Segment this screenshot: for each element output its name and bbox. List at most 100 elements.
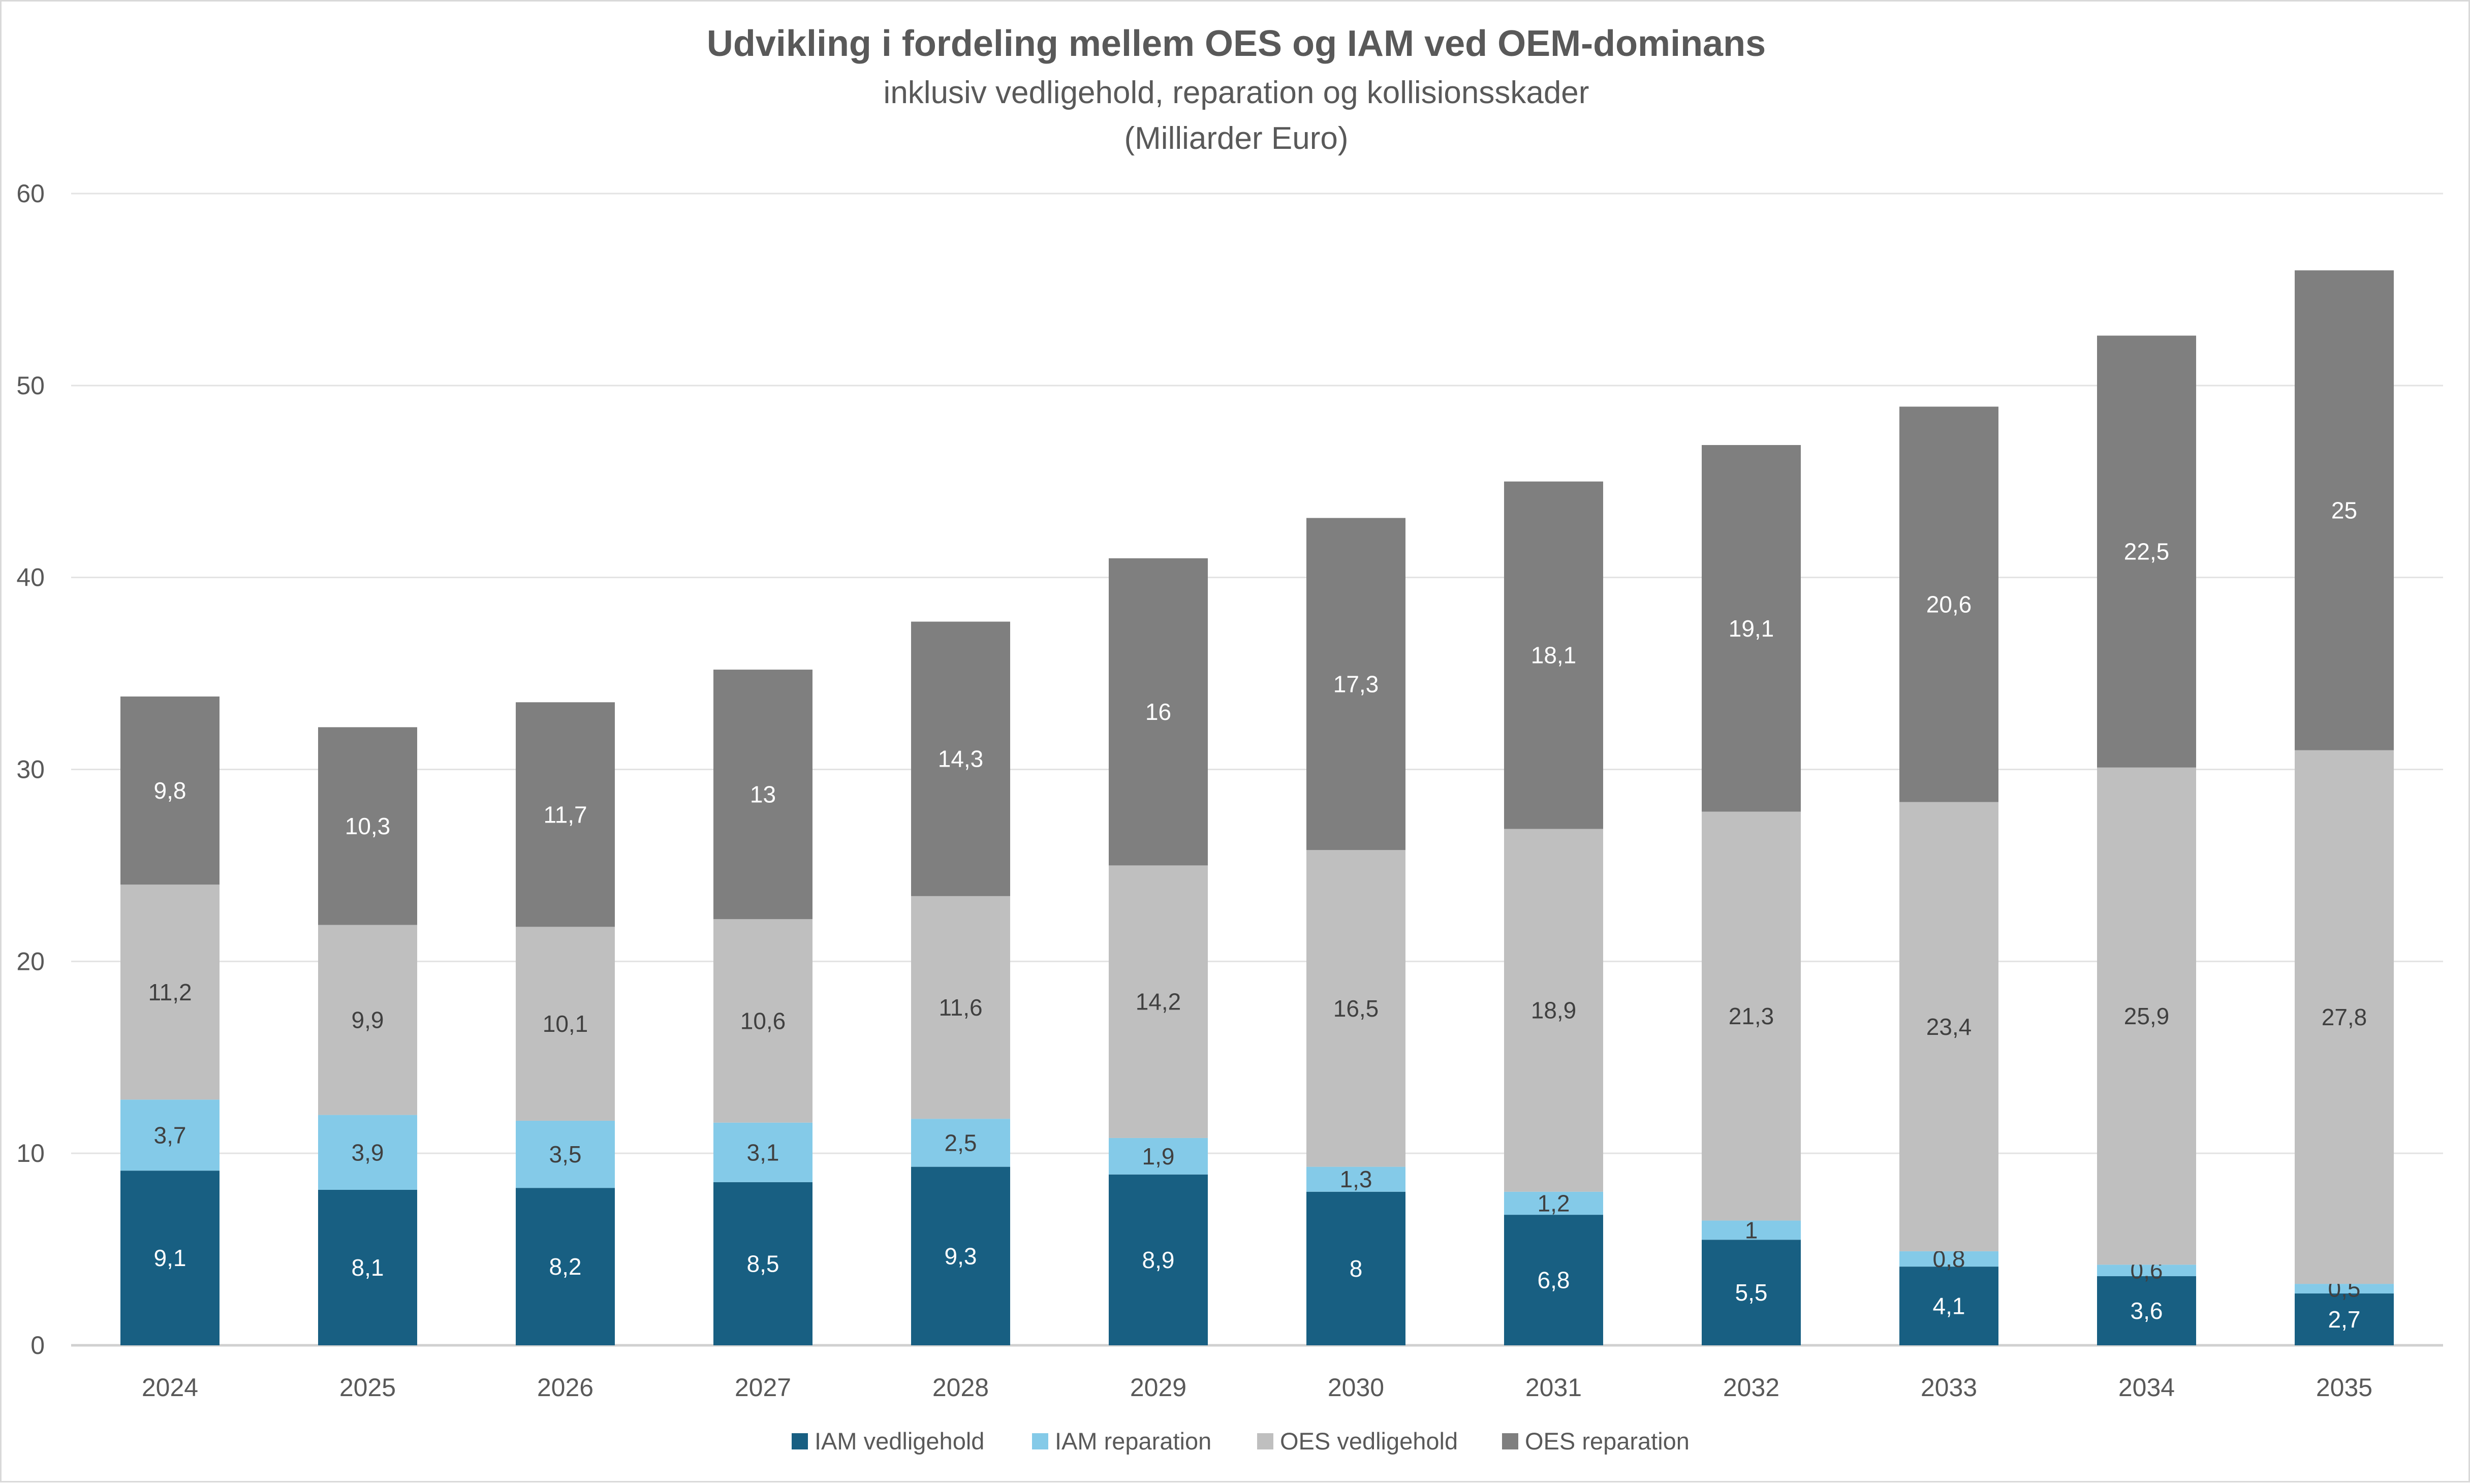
data-label: 27,8	[2322, 1004, 2367, 1030]
y-tick-label: 30	[16, 755, 45, 784]
bars: 9,13,711,29,88,13,99,910,38,23,510,111,7…	[120, 270, 2394, 1345]
bar-segment	[1504, 481, 1603, 829]
data-label: 13	[750, 781, 776, 808]
bar-segment	[2097, 335, 2196, 768]
data-label: 3,6	[2131, 1298, 2163, 1324]
bar-segment	[318, 1189, 417, 1345]
data-label: 8,5	[747, 1250, 779, 1277]
bar-segment	[911, 1119, 1010, 1167]
bar-segment	[713, 919, 812, 1123]
bar-segment	[1702, 1220, 1801, 1240]
data-label: 16,5	[1333, 995, 1379, 1022]
bar-segment	[1306, 518, 1405, 850]
x-tick-label: 2033	[1921, 1373, 1977, 1402]
x-tick-label: 2035	[2316, 1373, 2372, 1402]
legend-label: IAM reparation	[1055, 1428, 1211, 1455]
bar-segment	[1306, 1191, 1405, 1345]
data-label: 10,6	[740, 1007, 786, 1034]
bar-segment	[120, 696, 220, 885]
legend-swatch	[792, 1433, 808, 1449]
data-label: 11,6	[939, 994, 982, 1021]
bar-segment	[120, 1099, 220, 1171]
bar-segment	[2097, 1276, 2196, 1345]
bar-segment	[911, 621, 1010, 896]
data-label: 22,5	[2124, 539, 2170, 565]
data-label: 10,3	[345, 813, 391, 839]
bar-segment	[1702, 445, 1801, 812]
legend-swatch	[1257, 1433, 1273, 1449]
data-label: 17,3	[1333, 671, 1379, 697]
data-label: 20,6	[1926, 591, 1972, 618]
bar-segment	[516, 702, 615, 927]
gridlines: 0 10 20 30 40 50 60	[16, 179, 2443, 1360]
data-label: 14,2	[1136, 989, 1181, 1015]
bar-segment	[516, 927, 615, 1121]
bar-segment	[713, 1182, 812, 1345]
data-label: 23,4	[1926, 1014, 1972, 1040]
data-label: 9,8	[154, 777, 186, 804]
bar-segment	[1306, 1166, 1405, 1192]
bar-segment	[1702, 811, 1801, 1221]
bar-segment	[1504, 1215, 1603, 1345]
bar-segment	[1109, 865, 1208, 1138]
bar-segment	[120, 1171, 220, 1345]
data-label: 5,5	[1735, 1279, 1768, 1306]
bar-segment	[318, 727, 417, 925]
data-label: 3,9	[352, 1139, 384, 1165]
legend-swatch	[1032, 1433, 1048, 1449]
bar-segment	[1899, 406, 1998, 802]
bar-segment	[2295, 270, 2394, 750]
bar-segment	[1109, 1138, 1208, 1175]
data-label: 9,3	[945, 1243, 977, 1269]
x-tick-label: 2027	[735, 1373, 791, 1402]
data-label: 18,1	[1531, 642, 1577, 669]
x-tick-label: 2024	[142, 1373, 198, 1402]
x-tick-label: 2026	[537, 1373, 593, 1402]
data-label: 2,5	[945, 1129, 977, 1156]
bar-segment	[911, 1166, 1010, 1345]
bar-segment	[713, 670, 812, 920]
y-tick-label: 20	[16, 947, 45, 975]
bar-segment	[1504, 829, 1603, 1192]
data-label: 18,9	[1531, 997, 1577, 1024]
data-label: 19,1	[1729, 615, 1774, 642]
bar-segment	[2295, 1293, 2394, 1345]
chart-subtitle: inklusiv vedligehold, reparation og koll…	[884, 75, 1589, 110]
legend-label: OES vedligehold	[1280, 1428, 1458, 1455]
bar-segment	[2295, 750, 2394, 1284]
bar-segment	[1109, 558, 1208, 866]
data-label: 11,7	[543, 801, 587, 828]
bar-segment	[2097, 1265, 2196, 1276]
x-tick-label: 2030	[1328, 1373, 1384, 1402]
bar-segment	[2295, 1284, 2394, 1293]
bar-segment	[1899, 1251, 1998, 1267]
x-axis-labels: 2024 2025 2026 2027 2028 2029 2030 2031 2032 2033…	[142, 1373, 2372, 1402]
data-label: 8,2	[549, 1253, 582, 1280]
legend-label: IAM vedligehold	[815, 1428, 984, 1455]
bar-segment	[911, 896, 1010, 1119]
data-label: 8,9	[1142, 1247, 1175, 1273]
legend: IAM vedligehold IAM reparation OES vedlige…	[792, 1428, 1690, 1455]
data-label: 25	[2331, 497, 2357, 523]
data-label: 4,1	[1933, 1293, 1965, 1319]
y-tick-label: 60	[16, 179, 45, 208]
bar-segment	[318, 1115, 417, 1190]
chart-unit: (Milliarder Euro)	[1124, 121, 1349, 156]
x-tick-label: 2025	[339, 1373, 396, 1402]
data-label: 1,9	[1142, 1143, 1175, 1170]
data-label: 16	[1145, 699, 1171, 725]
bar-segment	[2097, 767, 2196, 1265]
x-tick-label: 2034	[2118, 1373, 2175, 1402]
bar-segment	[1504, 1191, 1603, 1215]
chart-title: Udvikling i fordeling mellem OES og IAM …	[707, 23, 1766, 64]
y-tick-label: 40	[16, 563, 45, 592]
x-tick-label: 2031	[1525, 1373, 1582, 1402]
x-tick-label: 2029	[1130, 1373, 1186, 1402]
y-tick-label: 50	[16, 371, 45, 400]
bar-segment	[120, 885, 220, 1100]
legend-label: OES reparation	[1525, 1428, 1690, 1455]
data-label: 3,5	[549, 1141, 582, 1167]
data-label: 1	[1745, 1217, 1758, 1243]
data-label: 8,1	[352, 1254, 384, 1281]
